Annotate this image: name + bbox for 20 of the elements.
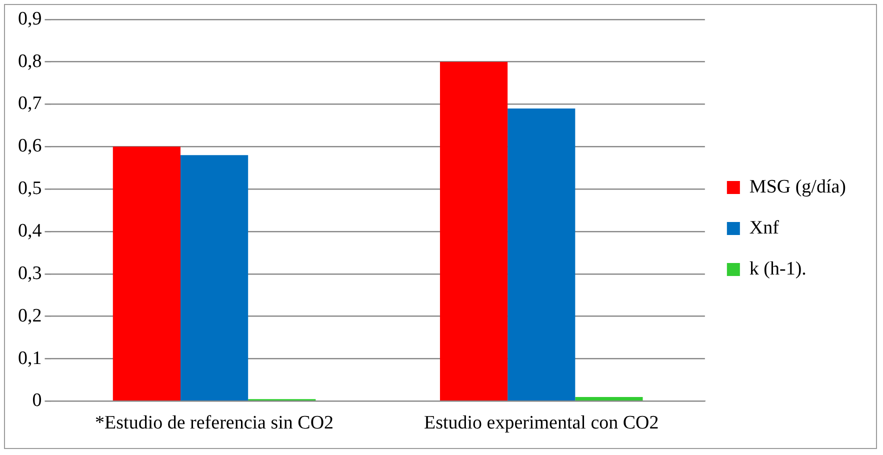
y-tick-label: 0,1 xyxy=(18,348,42,369)
bar xyxy=(112,146,180,401)
y-tick-label: 0,8 xyxy=(18,50,42,72)
bar xyxy=(508,108,576,401)
y-tick-label: 0,6 xyxy=(18,136,42,157)
bar xyxy=(440,62,508,401)
bar xyxy=(575,396,643,401)
legend-label: MSG (g/día) xyxy=(749,176,846,198)
x-tick-label: *Estudio de referencia sin CO2 xyxy=(95,412,334,434)
y-tick-label: 0,4 xyxy=(18,220,42,242)
y-tick-label: 0,3 xyxy=(18,262,42,284)
y-tick-label: 0 xyxy=(32,390,42,412)
y-tick-label: 0,7 xyxy=(18,93,42,114)
bar xyxy=(180,155,248,401)
y-tick-label: 0,5 xyxy=(18,178,42,200)
x-tick-label: Estudio experimental con CO2 xyxy=(424,412,659,434)
y-tick-label: 0,2 xyxy=(18,305,42,326)
legend-label: k (h-1). xyxy=(749,258,806,280)
legend-label: Xnf xyxy=(749,217,780,238)
y-tick-label: 0,9 xyxy=(18,8,42,30)
